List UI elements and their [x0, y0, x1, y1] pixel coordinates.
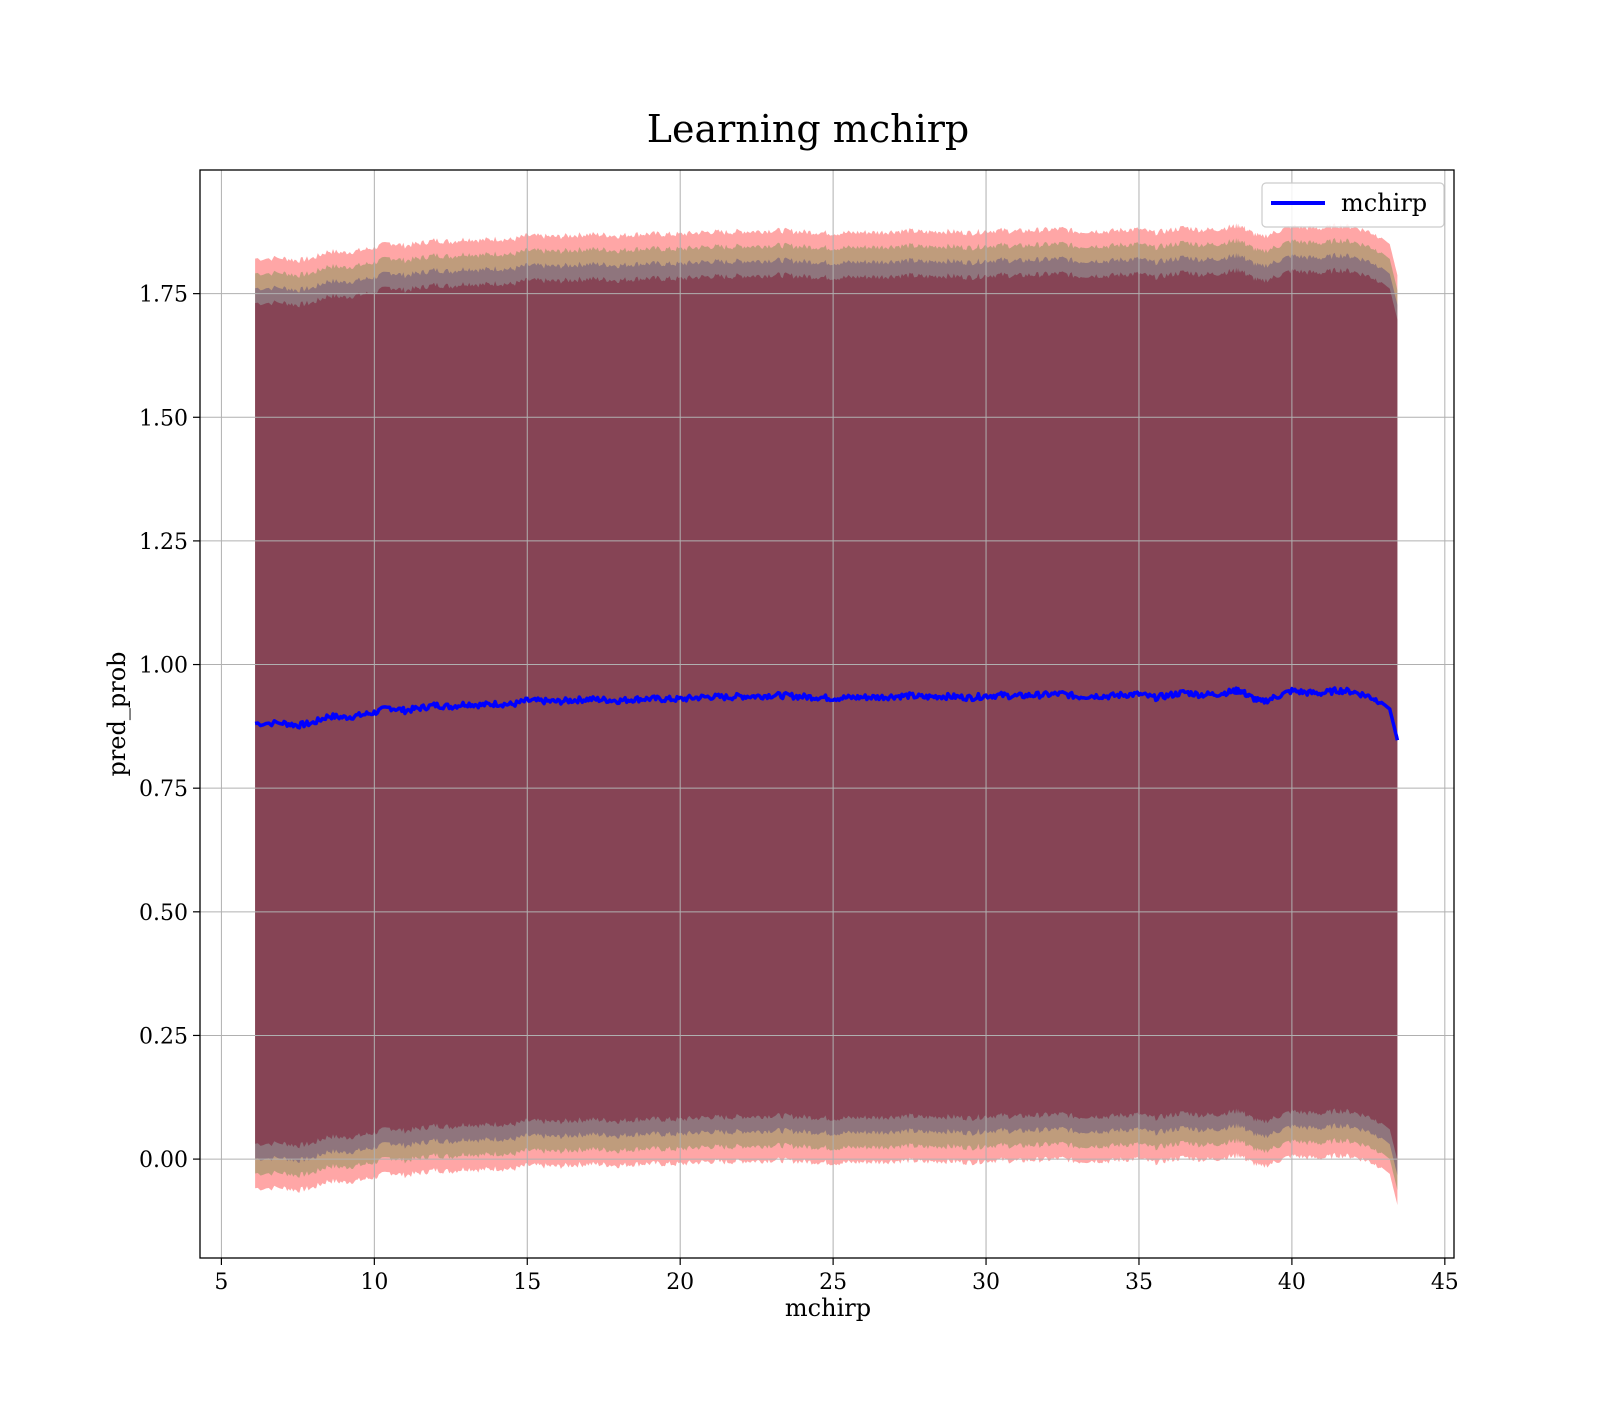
x-tick-label: 15 [513, 1270, 541, 1295]
legend: mchirp [1261, 182, 1445, 228]
x-tick-label: 45 [1431, 1270, 1459, 1295]
x-tick-label: 5 [214, 1270, 228, 1295]
x-tick-label: 35 [1125, 1270, 1153, 1295]
y-tick-label: 1.00 [139, 654, 188, 679]
x-tick-label: 10 [360, 1270, 388, 1295]
y-tick-label: 1.75 [139, 283, 188, 308]
x-tick-label: 25 [819, 1270, 847, 1295]
confidence-band-3 [255, 252, 1398, 1176]
y-tick-label: 0.25 [139, 1024, 188, 1049]
y-tick-label: 1.50 [139, 406, 188, 431]
y-tick-label: 0.50 [139, 901, 188, 926]
legend-box [1261, 182, 1445, 228]
confidence-band-1 [255, 223, 1398, 1206]
y-tick-label: 0.00 [139, 1148, 188, 1173]
chart-title: Learning mchirp [647, 107, 969, 151]
y-axis-ticks: 0.00 0.25 0.50 0.75 1.00 1.25 1.50 1.75 [139, 283, 200, 1173]
series-line-layer [254, 686, 1400, 741]
x-tick-label: 30 [972, 1270, 1000, 1295]
y-tick-label: 0.75 [139, 777, 188, 802]
y-tick-label: 1.25 [139, 530, 188, 555]
legend-label: mchirp [1341, 189, 1427, 217]
x-tick-label: 40 [1278, 1270, 1306, 1295]
series-line-mchirp [254, 686, 1400, 741]
confidence-band-2 [255, 238, 1398, 1191]
x-axis-label: mchirp [785, 1294, 871, 1322]
uncertainty-bands [255, 223, 1398, 1206]
plot-frame [199, 169, 1455, 1259]
grid-lines [200, 170, 1454, 1258]
x-tick-label: 20 [666, 1270, 694, 1295]
confidence-band-4 [255, 267, 1398, 1161]
x-axis-ticks: 5 10 15 20 25 30 35 40 45 [214, 1258, 1459, 1295]
y-axis-label: pred_prob [103, 651, 131, 776]
